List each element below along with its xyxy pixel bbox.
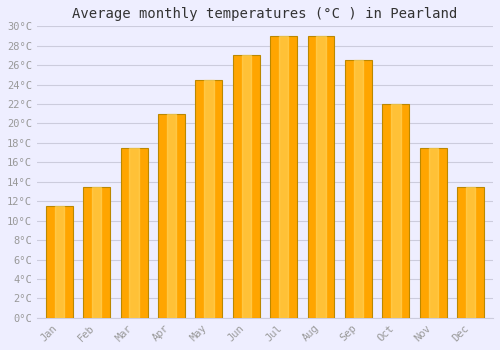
Bar [345, 60, 372, 318]
Bar [120, 148, 148, 318]
Bar [83, 187, 110, 318]
Bar [354, 60, 363, 318]
Bar [270, 36, 297, 318]
Title: Average monthly temperatures (°C ) in Pearland: Average monthly temperatures (°C ) in Pe… [72, 7, 458, 21]
Bar [204, 80, 214, 318]
Bar [158, 114, 185, 318]
Bar [316, 36, 326, 318]
Bar [196, 80, 222, 318]
Bar [166, 114, 176, 318]
Bar [428, 148, 438, 318]
Bar [242, 55, 251, 318]
Bar [233, 55, 260, 318]
Bar [92, 187, 102, 318]
Bar [457, 187, 484, 318]
Bar [279, 36, 288, 318]
Bar [308, 36, 334, 318]
Bar [130, 148, 139, 318]
Bar [382, 104, 409, 318]
Bar [391, 104, 400, 318]
Bar [420, 148, 446, 318]
Bar [466, 187, 475, 318]
Bar [54, 206, 64, 318]
Bar [46, 206, 72, 318]
